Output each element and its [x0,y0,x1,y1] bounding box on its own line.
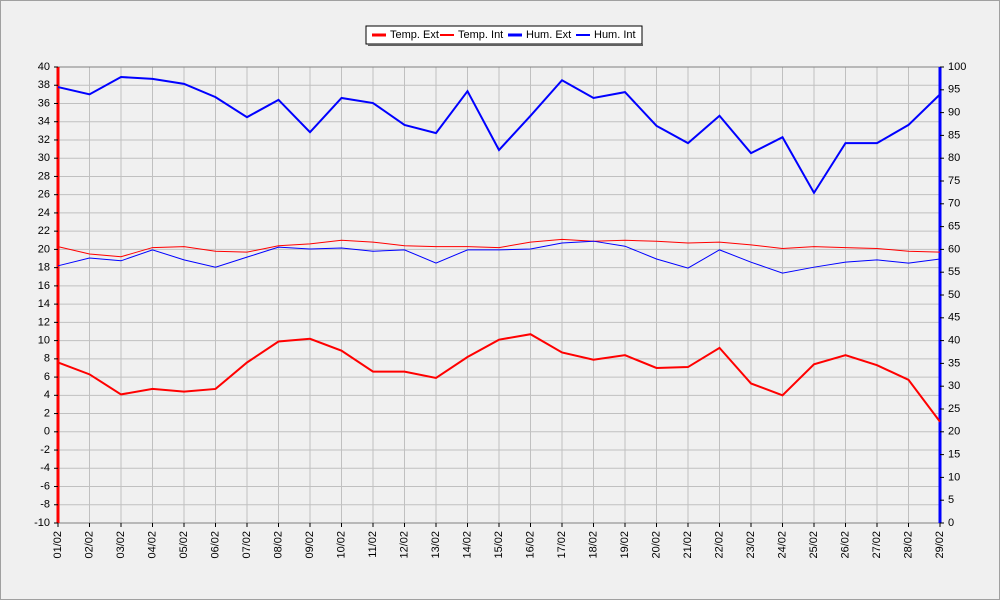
legend-label: Hum. Ext [526,29,571,41]
x-tick-label: 06/02 [209,531,221,559]
series-line [57,240,941,274]
x-tick-label: 07/02 [241,531,253,559]
x-tick-label: 22/02 [713,531,725,559]
y2-tick-label: 65 [948,221,960,233]
x-tick-label: 21/02 [682,531,694,559]
y-tick-label: 20 [38,243,50,255]
x-tick-label: 01/02 [52,531,64,559]
y-tick-label: -6 [40,480,50,492]
y-tick-label: 32 [38,134,50,146]
y-tick-label: 16 [38,280,50,292]
y-tick-label: 30 [38,152,50,164]
y2-tick-label: 10 [948,471,960,483]
x-tick-label: 15/02 [493,531,505,559]
y2-tick-label: 20 [948,426,960,438]
series-line [57,76,941,195]
x-tick-label: 08/02 [272,531,284,559]
y2-tick-label: 100 [948,61,966,73]
y2-tick-label: 45 [948,312,960,324]
y-tick-label: 24 [38,207,50,219]
y-tick-label: -4 [40,462,50,474]
series-line [57,238,941,258]
y-tick-label: 4 [44,389,50,401]
x-tick-label: 19/02 [619,531,631,559]
x-tick-label: 05/02 [178,531,190,559]
y-tick-label: 12 [38,316,50,328]
series-line [57,333,941,423]
y2-tick-label: 30 [948,380,960,392]
x-tick-label: 26/02 [839,531,851,559]
x-tick-label: 18/02 [587,531,599,559]
y2-tick-label: 95 [948,84,960,96]
y-tick-label: 0 [44,426,50,438]
y2-tick-label: 5 [948,494,954,506]
legend-label: Temp. Ext [390,29,439,41]
legend-label: Temp. Int [458,29,503,41]
legend-label: Hum. Int [594,29,636,41]
x-tick-label: 14/02 [461,531,473,559]
y2-tick-label: 40 [948,335,960,347]
y-tick-label: 10 [38,335,50,347]
y-tick-label: 28 [38,170,50,182]
x-tick-label: 24/02 [776,531,788,559]
y-tick-label: 2 [44,407,50,419]
y-tick-label: 34 [38,116,50,128]
y2-tick-label: 90 [948,107,960,119]
y-tick-label: 6 [44,371,50,383]
x-tick-label: 25/02 [808,531,820,559]
x-tick-label: 03/02 [115,531,127,559]
y-tick-label: -10 [34,517,50,529]
y2-tick-label: 55 [948,266,960,278]
x-tick-label: 09/02 [304,531,316,559]
y-tick-label: 40 [38,61,50,73]
y-tick-label: 14 [38,298,50,310]
x-tick-label: 20/02 [650,531,662,559]
y-tick-label: -8 [40,499,50,511]
y-tick-label: 38 [38,79,50,91]
y-tick-label: 18 [38,262,50,274]
y2-tick-label: 80 [948,152,960,164]
y2-tick-label: 25 [948,403,960,415]
y-tick-label: 22 [38,225,50,237]
x-tick-label: 29/02 [934,531,946,559]
y-tick-label: -2 [40,444,50,456]
y-tick-label: 26 [38,189,50,201]
y2-tick-label: 15 [948,449,960,461]
y2-tick-label: 60 [948,243,960,255]
x-tick-label: 13/02 [430,531,442,559]
x-tick-label: 10/02 [335,531,347,559]
x-tick-label: 17/02 [556,531,568,559]
x-tick-label: 16/02 [524,531,536,559]
y-tick-label: 8 [44,353,50,365]
y-tick-label: 36 [38,97,50,109]
y2-tick-label: 70 [948,198,960,210]
x-tick-label: 02/02 [83,531,95,559]
x-tick-label: 11/02 [367,531,379,558]
x-tick-label: 23/02 [745,531,757,559]
x-tick-label: 04/02 [146,531,158,559]
y2-tick-label: 85 [948,129,960,141]
y2-tick-label: 50 [948,289,960,301]
y2-tick-label: 75 [948,175,960,187]
y2-tick-label: 0 [948,517,954,529]
x-tick-label: 27/02 [871,531,883,559]
x-tick-label: 28/02 [902,531,914,559]
x-tick-label: 12/02 [398,531,410,559]
legend: Temp. Ext Temp. Int Hum. Ext Hum. Int [365,25,643,46]
y2-tick-label: 35 [948,357,960,369]
